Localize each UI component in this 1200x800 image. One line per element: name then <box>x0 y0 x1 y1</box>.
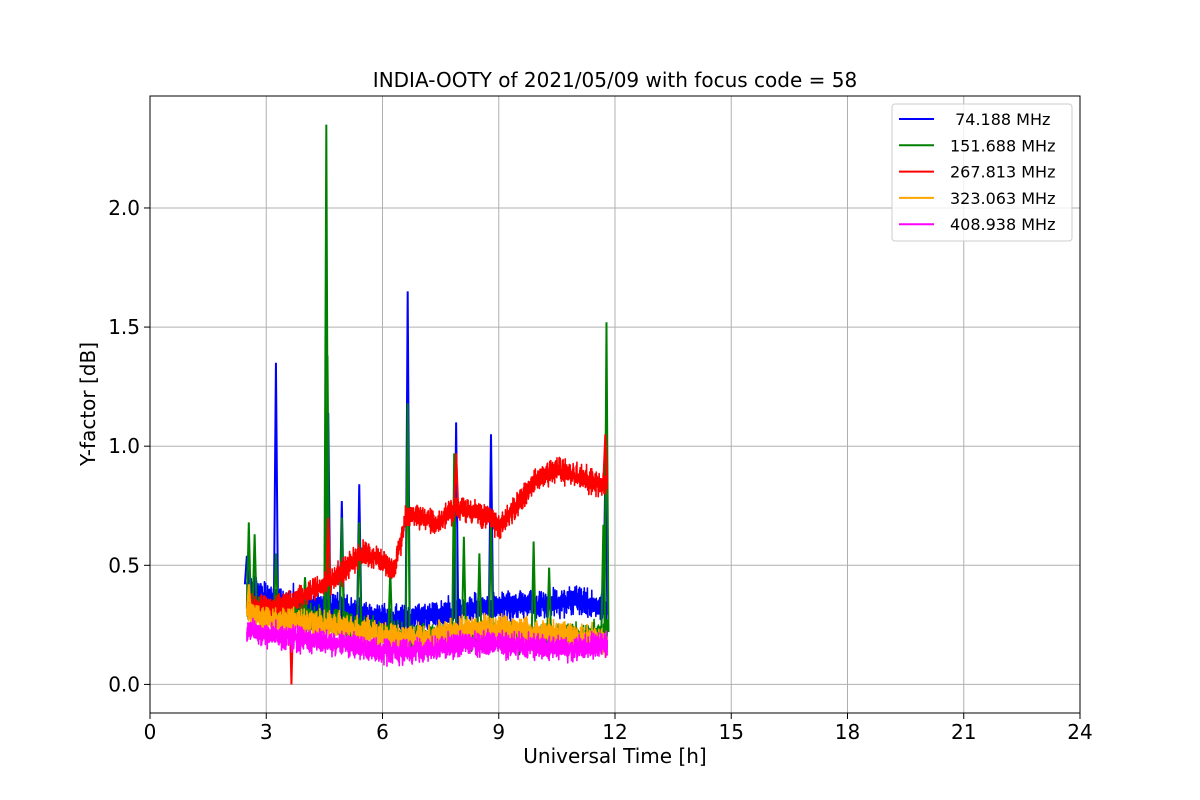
x-tick-label: 15 <box>719 720 744 744</box>
x-tick-label: 3 <box>260 720 273 744</box>
series-line <box>246 598 609 658</box>
legend-label: 267.813 MHz <box>950 163 1055 182</box>
legend: 74.188 MHz 151.688 MHz 267.813 MHz 323.063 … <box>891 103 1073 242</box>
series-spike <box>251 534 258 611</box>
series-line <box>246 617 609 667</box>
series-spike <box>603 322 610 633</box>
series-spike <box>245 584 252 614</box>
series-spike <box>546 567 553 639</box>
series-spike <box>404 403 411 638</box>
x-tick-label: 9 <box>492 720 505 744</box>
grid <box>150 96 1080 713</box>
y-tick-label: 0.0 <box>108 672 140 696</box>
series-spike <box>530 541 537 639</box>
chart-title: INDIA-OOTY of 2021/05/09 with focus code… <box>373 68 857 92</box>
x-tick-label: 0 <box>144 720 157 744</box>
y-tick-label: 1.5 <box>108 315 140 339</box>
x-tick-label: 21 <box>951 720 976 744</box>
series-spike <box>460 536 467 637</box>
x-tick-label: 6 <box>376 720 389 744</box>
series-spike <box>356 522 363 629</box>
series-spike <box>272 553 279 615</box>
series-spike <box>453 453 460 506</box>
series-spike <box>451 453 458 638</box>
series-spike <box>476 553 483 637</box>
series-lines <box>243 124 610 685</box>
x-tick-label: 18 <box>835 720 860 744</box>
series-spike <box>602 434 609 483</box>
x-tick-label: 12 <box>602 720 627 744</box>
x-tick-label: 24 <box>1067 720 1092 744</box>
legend-label: 151.688 MHz <box>950 136 1055 155</box>
legend-label: 74.188 MHz <box>950 110 1050 129</box>
y-tick-label: 0.5 <box>108 553 140 577</box>
series-spike <box>245 522 252 609</box>
y-tick-label: 1.0 <box>108 434 140 458</box>
legend-label: 323.063 MHz <box>950 189 1055 208</box>
legend-label: 408.938 MHz <box>950 215 1055 234</box>
series-spike <box>338 517 345 625</box>
axis-ticks: 0 3 6 9 12 15 18 21 24 0.0 0.5 1.0 1.5 2.0 <box>108 196 1093 744</box>
y-axis-label: Y-factor [dB] <box>76 342 100 467</box>
legend-box <box>891 103 1073 242</box>
series-spike <box>325 517 332 582</box>
y-tick-label: 2.0 <box>108 196 140 220</box>
series-line <box>246 456 609 623</box>
series-spike <box>272 362 279 600</box>
x-axis-label: Universal Time [h] <box>523 744 706 768</box>
